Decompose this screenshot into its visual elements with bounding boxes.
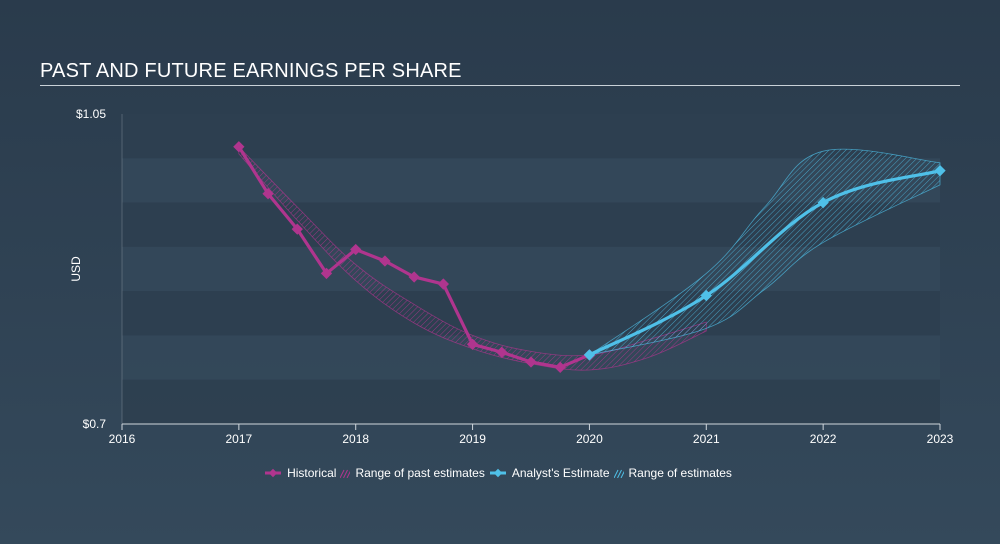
x-tick-label: 2016 [109, 432, 136, 446]
y-tick-label: $1.05 [76, 107, 106, 121]
legend-item: Historical [264, 466, 336, 480]
line-marker-icon [265, 468, 282, 478]
historical-point [408, 271, 420, 283]
historical-point [379, 255, 391, 267]
chart-title: PAST AND FUTURE EARNINGS PER SHARE [40, 60, 462, 82]
future-estimates-band [589, 148, 941, 356]
historical-point [233, 141, 245, 153]
plot-stripe [122, 246, 940, 292]
estimate-bands [238, 145, 941, 371]
axes [121, 114, 941, 430]
estimate-point [700, 289, 712, 302]
legend-label: Analyst's Estimate [511, 466, 610, 480]
estimate-point [583, 349, 596, 361]
estimate-point [817, 196, 829, 209]
hatch-swatch-icon [613, 469, 624, 478]
x-tick-label: 2017 [226, 432, 253, 446]
historical-point [496, 346, 508, 358]
analyst-estimate-line [587, 169, 942, 357]
estimate-point [934, 165, 946, 177]
plot-stripe [122, 379, 940, 424]
tick-labels: 2016 2017 2018 2019 2020 2021 2022 2023 $1.05 $0.… [69, 107, 954, 446]
x-tick-label: 2021 [693, 432, 720, 446]
x-tick-label: 2022 [810, 432, 837, 446]
legend-label: Historical [287, 466, 337, 480]
historical-point [291, 223, 303, 235]
legend: Historical Range of past estimates Analyst… [0, 466, 1000, 480]
legend-label: Range of estimates [628, 466, 732, 480]
y-axis-label: USD [69, 256, 83, 282]
historical-point [262, 188, 274, 200]
historical-point [525, 356, 537, 368]
x-tick-label: 2018 [342, 432, 369, 446]
x-tick-label: 2023 [927, 432, 954, 446]
historical-point [350, 243, 362, 256]
legend-item: Range of past estimates [340, 466, 485, 480]
historical-point [320, 267, 333, 280]
historical-point [437, 278, 450, 290]
title-divider [40, 85, 960, 86]
legend-item: Analyst's Estimate [489, 466, 610, 480]
y-tick-label: $0.7 [83, 417, 107, 431]
past-estimates-band [238, 145, 707, 371]
data-series [233, 141, 946, 373]
historical-point [554, 361, 566, 373]
x-tick-label: 2019 [459, 432, 486, 446]
hatch-swatch-icon [340, 469, 351, 478]
legend-item: Range of estimates [613, 466, 732, 480]
plot-stripe [122, 291, 940, 336]
legend-label: Range of past estimates [355, 466, 485, 480]
x-tick-label: 2020 [576, 432, 603, 446]
plot-stripe [122, 114, 940, 159]
line-marker-icon [489, 468, 506, 478]
historical-point [466, 338, 479, 350]
